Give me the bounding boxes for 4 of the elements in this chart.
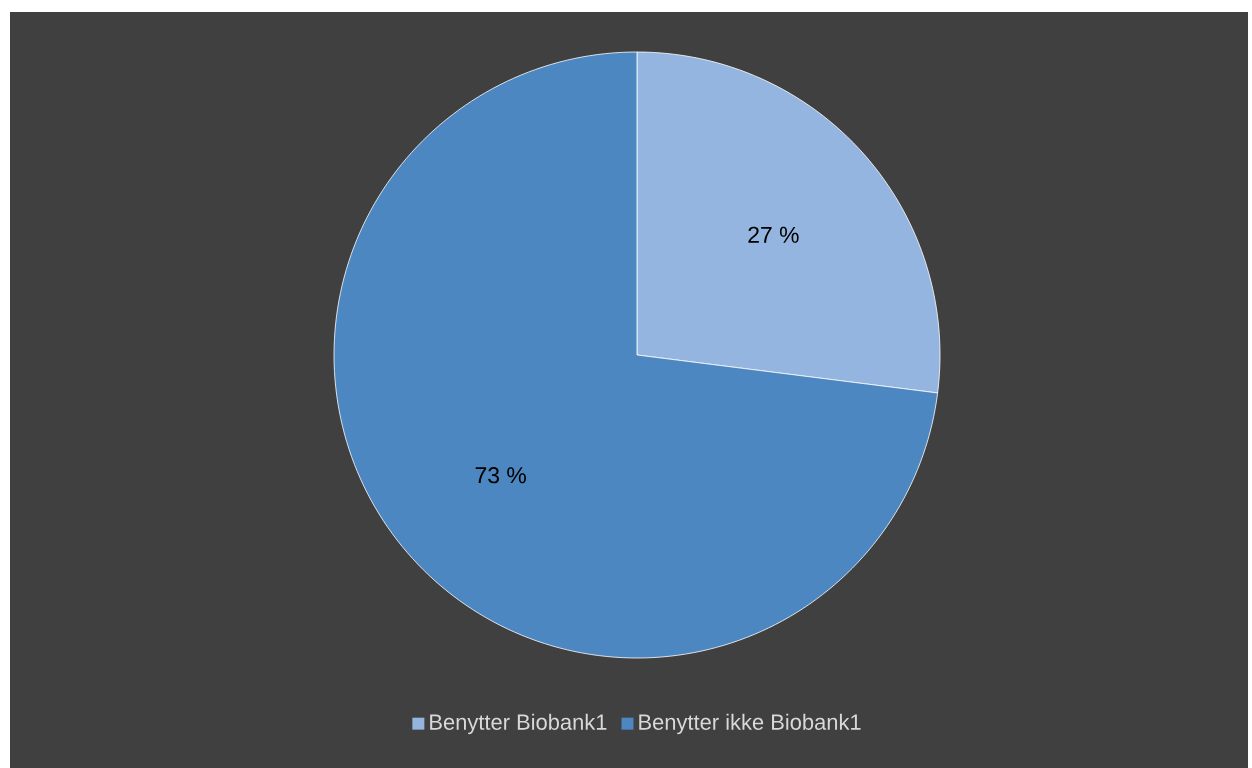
legend-label: Benytter Biobank1 [430,713,607,735]
data-label: 73 % [475,467,526,484]
data-label: 27 % [748,226,799,243]
legend-label: Benytter ikke Biobank1 [639,713,861,735]
